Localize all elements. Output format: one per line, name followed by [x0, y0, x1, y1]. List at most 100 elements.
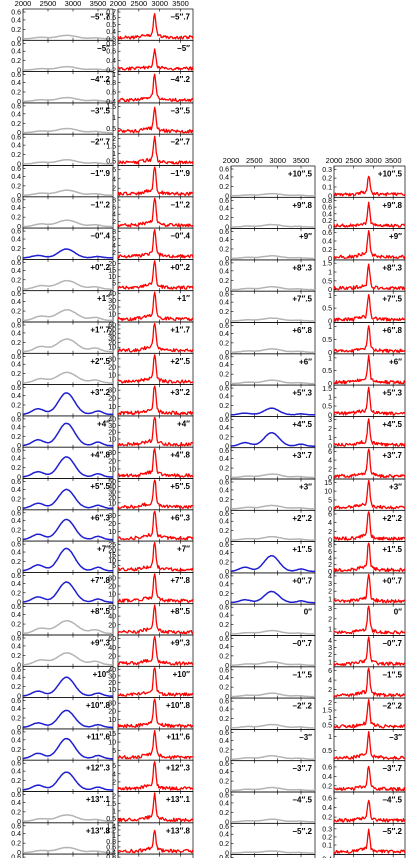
y-tick-label: 0.2: [11, 778, 21, 785]
panel-label: +7″.5: [382, 295, 402, 304]
y-tick-label: 0: [17, 162, 21, 169]
y-tick-label: 0.2: [219, 372, 229, 379]
y-tick-label: 30: [108, 336, 116, 343]
spectrum-line: [333, 230, 406, 260]
y-tick-label: 8: [112, 229, 116, 236]
panel: 1 0.5 0 +6″: [322, 353, 406, 388]
y-tick-label: 1: [112, 833, 116, 840]
y-tick-label: 0: [225, 788, 229, 795]
spectrum-line: [230, 431, 316, 447]
panel-label: +9″.3: [90, 639, 110, 648]
panel-label: −2″.7: [90, 138, 110, 147]
panel: 0.60.4 0.2 0 +5″.5: [11, 478, 114, 513]
y-tick-label: 0.4: [11, 675, 21, 682]
panel: 0.60.40.20−3″.5: [11, 102, 114, 137]
y-tick-label: 30: [108, 388, 116, 395]
panel-label: +0″.7: [292, 576, 312, 585]
y-tick-label: 6: [112, 205, 116, 212]
panel-label: +7″.8: [90, 576, 110, 585]
y-tick-label: 0: [17, 36, 21, 43]
y-tick-label: 0.6: [11, 698, 21, 705]
x-tick-top-2000: 2000: [326, 156, 343, 165]
panel: 0.40.20−6″: [322, 854, 406, 858]
y-tick-label: 0.4: [322, 211, 332, 218]
panel-label: −0″.4: [90, 232, 110, 241]
panel-label: −3″.5: [90, 106, 110, 115]
panel-label: +7″.8: [170, 576, 190, 585]
y-tick-label: 0: [17, 506, 21, 513]
y-tick-label: 2: [328, 700, 332, 707]
panel: 0.3 0.20.1 0 +10″.5: [322, 165, 406, 200]
y-tick-label: 0.6: [219, 198, 229, 205]
y-tick-label: 0.6: [106, 89, 116, 96]
y-tick-label: 40: [108, 645, 116, 652]
panel-label: +4″.5: [382, 420, 402, 429]
y-tick-label: 0.5: [322, 748, 332, 755]
panel: 0.60.4 0.2 0 +8″.3: [219, 259, 316, 294]
spectrum-line: [230, 348, 316, 354]
spectrum-line: [230, 723, 316, 729]
spectrum-line: [23, 127, 114, 134]
y-tick-label: 0.2: [219, 340, 229, 347]
panel: 1.5 1 0.5 −3″.5: [106, 102, 194, 135]
panel-label: +8″.5: [170, 607, 190, 616]
y-tick-label: 8: [112, 198, 116, 205]
y-tick-label: 0.4: [219, 487, 229, 494]
y-tick-label: 0.4: [106, 99, 116, 106]
panel: 0.60.4 0.2 0 +2″.5: [11, 352, 114, 388]
y-tick-label: 0.6: [11, 323, 21, 330]
panel: 6 4 2 −1″.9: [112, 165, 194, 198]
spectrum-line: [230, 535, 315, 541]
panel-label: −2″.7: [170, 138, 190, 147]
y-tick-label: 0.2: [11, 152, 21, 159]
panel: 0.60.4 0.2 0 +6″.3: [11, 509, 114, 544]
y-tick-label: 1.2: [106, 827, 116, 834]
panel-label: +0″.7: [382, 576, 402, 585]
y-tick-label: 0.6: [11, 416, 21, 423]
y-tick-label: 10: [108, 404, 116, 411]
spectrum-line: [333, 542, 406, 573]
y-tick-label: 2: [112, 219, 116, 226]
y-tick-label: 1.5: [322, 261, 332, 268]
panel-label: +2″.2: [382, 514, 402, 523]
spectrum-line: [230, 786, 315, 792]
y-tick-label: 0: [328, 381, 332, 388]
panel: 0.60.4 0.2 0 +13″.1: [11, 791, 114, 826]
y-tick-label: 0.2: [219, 779, 229, 786]
panel-label: +3″: [389, 483, 402, 492]
y-tick-label: 0.5: [106, 126, 116, 133]
panel: 0.60.4 0.2 0 −0″.4: [11, 227, 114, 262]
y-tick-label: 0.6: [219, 167, 229, 174]
panel-label: +7″.5: [292, 295, 312, 304]
y-tick-label: 10: [324, 489, 332, 496]
panel: 0.60.4 0.2 0 −3″: [219, 729, 316, 764]
spectrum-line: [117, 12, 194, 40]
panel: 6 42 0 +3″.7: [328, 447, 406, 482]
y-tick-label: 0.4: [11, 550, 21, 557]
spectrum-line: [231, 629, 315, 635]
y-tick-label: 0.4: [219, 738, 229, 745]
panel-label: +11″.6: [166, 732, 190, 741]
y-tick-label: 0.2: [11, 402, 21, 409]
y-tick-label: 0.7: [106, 10, 116, 17]
y-tick-label: 0.6: [219, 605, 229, 612]
y-tick-label: 10: [108, 558, 116, 565]
y-tick-label: 4: [328, 520, 332, 527]
spectrum-line: [22, 709, 113, 729]
y-tick-label: 0.3: [106, 36, 116, 43]
y-tick-label: 0.4: [219, 644, 229, 651]
panel: 0.60.4 0.2 0 −4″.5: [219, 791, 316, 826]
panel-label: +9″: [389, 232, 402, 241]
panel: 0.6 0.4 0.2 −3″.7: [322, 760, 406, 793]
panel-label: −1″.2: [170, 200, 190, 209]
panel: 15 105 +11″.6: [108, 728, 194, 761]
y-tick-label: 0.6: [219, 855, 229, 858]
panel: 0.60.4 0.2 0 −2″.7: [11, 133, 114, 169]
spectrum-line: [117, 197, 194, 228]
y-tick-label: 0.2: [322, 783, 332, 790]
y-tick-label: 0: [17, 287, 21, 294]
y-tick-label: 3: [328, 417, 332, 424]
panel-label: +2″.5: [90, 357, 110, 366]
panel-label: −1″.9: [170, 169, 190, 178]
